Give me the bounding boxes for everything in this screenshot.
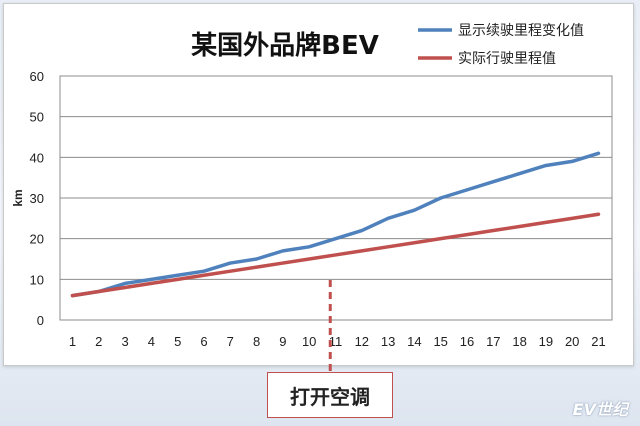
annotation-label: 打开空调 bbox=[290, 384, 370, 409]
legend-label: 实际行驶里程值 bbox=[458, 51, 556, 67]
x-tick-label: 14 bbox=[407, 334, 421, 349]
x-tick-label: 16 bbox=[460, 334, 474, 349]
x-tick-label: 21 bbox=[591, 334, 605, 349]
y-tick-label: 40 bbox=[30, 150, 44, 165]
x-tick-label: 15 bbox=[433, 334, 447, 349]
x-tick-label: 9 bbox=[279, 334, 286, 349]
chart-title: 某国外品牌BEV bbox=[191, 30, 379, 61]
watermark: EV世纪 bbox=[572, 400, 628, 419]
x-tick-label: 8 bbox=[253, 334, 260, 349]
x-tick-label: 12 bbox=[355, 334, 369, 349]
x-tick-label: 20 bbox=[565, 334, 579, 349]
series-line-1 bbox=[70, 151, 601, 298]
x-tick-label: 7 bbox=[227, 334, 234, 349]
chart-frame bbox=[3, 3, 634, 366]
x-tick-label: 2 bbox=[95, 334, 102, 349]
legend-label: 显示续驶里程变化值 bbox=[458, 22, 584, 39]
annotation-box: 打开空调 bbox=[267, 372, 393, 418]
x-tick-label: 6 bbox=[200, 334, 207, 349]
y-tick-label: 30 bbox=[30, 191, 44, 206]
x-tick-label: 18 bbox=[512, 334, 526, 349]
y-axis-label: km bbox=[11, 189, 25, 206]
x-tick-label: 4 bbox=[148, 334, 155, 349]
x-tick-label: 1 bbox=[69, 334, 76, 349]
x-tick-label: 13 bbox=[381, 334, 395, 349]
y-tick-label: 0 bbox=[37, 313, 44, 328]
series-line-2 bbox=[70, 212, 601, 298]
x-tick-label: 5 bbox=[174, 334, 181, 349]
x-tick-label: 17 bbox=[486, 334, 500, 349]
y-tick-label: 20 bbox=[30, 232, 44, 247]
x-tick-label: 10 bbox=[302, 334, 316, 349]
y-tick-label: 50 bbox=[30, 110, 44, 125]
x-tick-label: 19 bbox=[539, 334, 553, 349]
y-tick-label: 10 bbox=[30, 272, 44, 287]
x-tick-label: 3 bbox=[121, 334, 128, 349]
x-tick-label: 11 bbox=[329, 334, 343, 349]
y-tick-label: 60 bbox=[30, 69, 44, 84]
